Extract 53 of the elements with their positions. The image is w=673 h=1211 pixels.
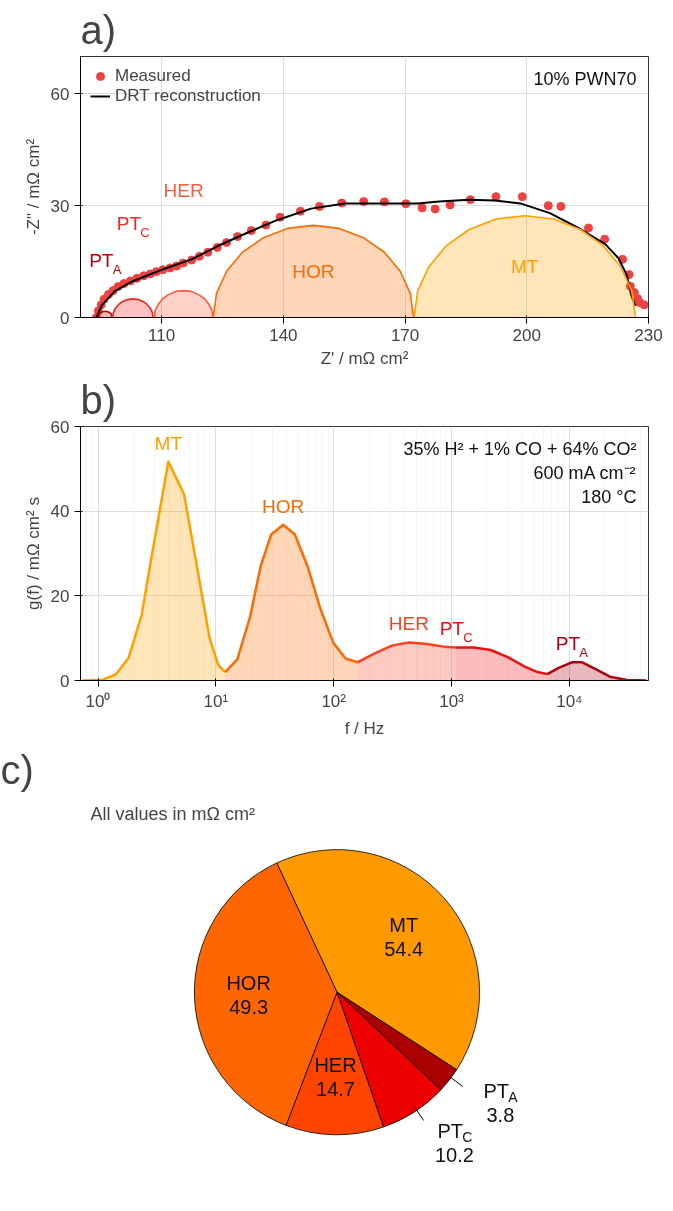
series-label: HER	[388, 613, 429, 635]
x-axis-title: Z' / mΩ cm²	[320, 348, 409, 368]
y-tick-label: 20	[50, 586, 70, 606]
point	[583, 223, 593, 233]
x-tick-label: 140	[269, 325, 298, 345]
text: HER	[163, 179, 204, 201]
point	[517, 192, 527, 202]
series-label: HOR	[262, 495, 305, 517]
x-tick-label: 170	[390, 325, 420, 345]
point	[556, 201, 566, 211]
point	[430, 204, 440, 214]
x-tick-label: 10¹	[203, 691, 229, 711]
y-tick-label: 0	[60, 308, 70, 328]
annotation: 180 °C	[581, 486, 637, 507]
data-label: 49.3	[229, 996, 269, 1019]
y-tick-label: 30	[50, 196, 70, 216]
chart-title: a)	[80, 7, 117, 52]
x-tick-label: 110	[148, 325, 176, 345]
data-label: 14.7	[316, 1077, 355, 1100]
point	[417, 203, 427, 213]
y-axis-title: -Z" / mΩ cm²	[23, 138, 43, 236]
slice-label: HOR	[226, 972, 271, 995]
x-tick-label: 200	[512, 325, 541, 345]
point	[639, 300, 649, 310]
series-label: HOR	[292, 260, 335, 282]
y-tick-label: 40	[50, 502, 70, 522]
y-tick-label: 0	[60, 671, 70, 691]
y-axis-title: g(f) / mΩ cm² s	[23, 497, 43, 610]
x-axis-title: f / Hz	[344, 718, 385, 738]
slice-label: MT	[389, 913, 419, 936]
chart-subtitle: All values in mΩ cm²	[90, 803, 255, 824]
data-label: 54.4	[384, 937, 424, 960]
y-tick-label: 60	[50, 417, 70, 437]
legend-label: DRT reconstruction	[115, 86, 261, 106]
series-label: MT	[511, 256, 539, 278]
x-tick-label: 230	[634, 325, 663, 345]
x-tick-label: 10²	[321, 691, 347, 711]
annotation: 600 mA cm⁻²	[533, 462, 636, 483]
chart-title: b)	[80, 377, 117, 422]
point	[543, 201, 553, 211]
x-tick-label: 10³	[439, 691, 465, 711]
annotation: 35% H² + 1% CO + 64% CO²	[403, 438, 637, 459]
series-label: MT	[154, 432, 183, 454]
point	[600, 234, 610, 244]
chart-title: c)	[0, 747, 34, 792]
slice-label: HER	[314, 1053, 357, 1076]
data-label: 10.2	[434, 1144, 474, 1167]
annotation: 10% PWN70	[533, 68, 637, 89]
data-label: 3.8	[486, 1104, 515, 1127]
x-tick-label: 10⁴	[556, 691, 583, 711]
y-tick-label: 60	[50, 84, 70, 104]
legend-label: Measured	[115, 66, 191, 86]
x-tick-label: 10⁰	[85, 691, 111, 711]
